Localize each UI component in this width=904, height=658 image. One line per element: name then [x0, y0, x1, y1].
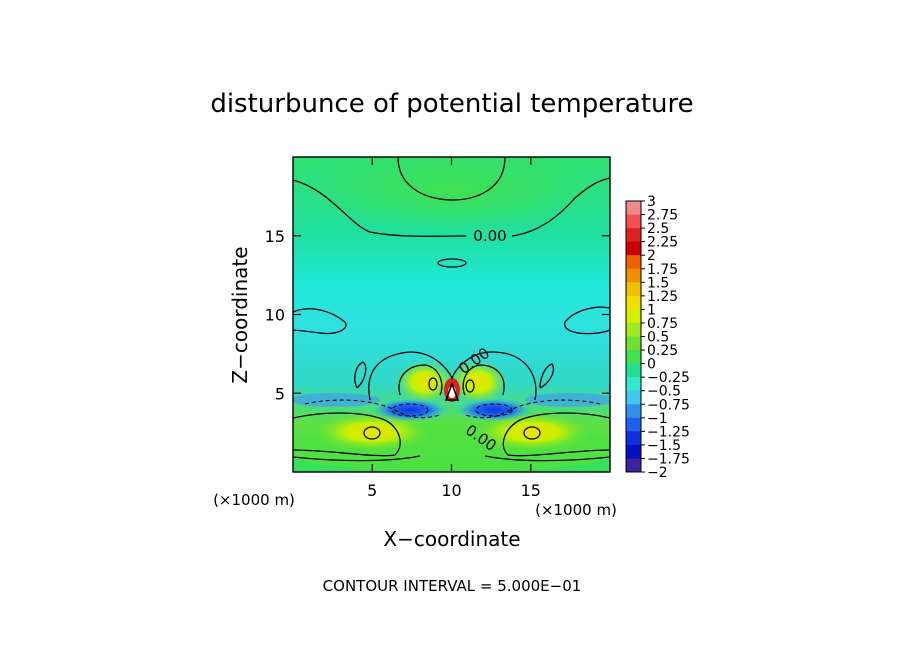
- contour-bottom-left: [293, 455, 421, 462]
- colorbar-swatch: [626, 255, 641, 270]
- contour-core-triangle: [444, 381, 460, 401]
- contour-side-right: [539, 363, 555, 389]
- colorbar-tick-label: 1.5: [647, 275, 669, 291]
- y-axis: 5 10 15: [265, 227, 610, 403]
- contour-low-left: [293, 412, 401, 457]
- x-tick-label: 15: [521, 481, 541, 500]
- y-axis-title: Z−coordinate: [228, 246, 252, 383]
- dashed-core-right: [475, 403, 513, 417]
- colorbar-swatch: [626, 201, 641, 215]
- contour-mid-inner-right: [462, 364, 505, 396]
- colorbar-swatch: [626, 241, 641, 256]
- colorbar-swatch: [626, 404, 641, 419]
- x-axis: 5 10 15: [367, 157, 541, 500]
- colorbar-swatch: [626, 228, 641, 242]
- colorbar-tick-label: −1.25: [647, 424, 690, 440]
- colorbar-tick-label: 2.25: [647, 235, 678, 251]
- colorbar-tick-label: −1: [647, 411, 668, 427]
- dashed-core-left: [391, 403, 429, 417]
- colorbar-tick-label: −2: [647, 465, 668, 481]
- cool-blob-right: [454, 398, 534, 422]
- colorbar-tick-label: −1.5: [647, 438, 681, 454]
- colorbar-swatch: [626, 322, 641, 337]
- colorbar: 32.752.52.2521.751.51.2510.750.50.250−0.…: [625, 194, 690, 481]
- colorbar-swatch: [626, 458, 641, 473]
- warm-blob-left-mid: [395, 360, 455, 404]
- colorbar-tick-label: 2.5: [647, 221, 669, 237]
- contour-low-right: [502, 412, 610, 457]
- colorbar-tick-label: 3: [647, 194, 656, 210]
- plot-area: 0.00 0.00 0.00: [293, 157, 610, 472]
- colorbar-tick-label: 1.75: [647, 262, 678, 278]
- colorbar-swatch: [626, 268, 641, 283]
- contour-lines: [293, 157, 610, 462]
- colorbar-tick-label: 1.25: [647, 289, 678, 305]
- z-unit-label: (×1000 m): [535, 501, 617, 519]
- colorbar-tick-label: 0.5: [647, 330, 669, 346]
- upper-green-region: [302, 157, 602, 232]
- colorbar-swatch: [626, 214, 641, 229]
- colorbar-swatch: [626, 363, 641, 378]
- x-tick-label: 10: [441, 481, 461, 500]
- contour-zero-upper: [293, 177, 610, 237]
- colorbar-tick-label: −0.5: [647, 384, 681, 400]
- colorbar-swatch: [626, 350, 641, 364]
- colorbar-tick-label: 2: [647, 248, 656, 264]
- warm-blob-right-mid: [448, 360, 508, 404]
- contour-low-blob-right: [523, 426, 541, 440]
- cool-band-right: [525, 393, 610, 407]
- colorbar-tick-label: 0: [647, 357, 656, 373]
- cool-blob-left: [370, 398, 450, 422]
- colorbar-tick-label: 0.75: [647, 316, 678, 332]
- contour-warm-right: [465, 379, 475, 393]
- contour-label-1: 0.00: [473, 227, 506, 245]
- contour-side-left: [354, 361, 367, 389]
- colorbar-swatch: [626, 390, 641, 405]
- colorbar-swatch: [626, 336, 641, 351]
- contour-interval-note: CONTOUR INTERVAL = 5.000E−01: [323, 577, 582, 595]
- contour-low-blob-left: [363, 426, 381, 440]
- y-tick-label: 5: [275, 384, 285, 403]
- negative-contours: [304, 399, 601, 419]
- contour-mid-outer: [368, 351, 537, 401]
- contour-bottom-right: [484, 455, 610, 462]
- dashed-left: [304, 399, 441, 419]
- colorbar-tick-label: 0.25: [647, 343, 678, 359]
- colorbar-tick-label: −0.25: [647, 370, 690, 386]
- contour-warm-left: [428, 377, 438, 391]
- contour-mid-inner-left: [398, 364, 443, 396]
- colorbar-tick-label: −1.75: [647, 451, 690, 467]
- contour-right-lobe: [564, 306, 610, 335]
- colorbar-tick-label: 1: [647, 302, 656, 318]
- colorbar-swatch: [626, 431, 641, 446]
- warm-blob-right-low: [472, 412, 592, 452]
- colorbar-tick-label: 2.75: [647, 208, 678, 224]
- x-tick-label: 5: [367, 481, 377, 500]
- x-unit-label: (×1000 m): [213, 491, 295, 509]
- y-tick-label: 10: [265, 306, 285, 325]
- colorbar-tick-label: −0.75: [647, 397, 690, 413]
- contour-small-ring: [437, 258, 467, 268]
- colorbar-swatch: [626, 417, 641, 432]
- warm-blob-left-low: [312, 412, 432, 452]
- colorbar-swatch: [626, 444, 641, 459]
- contour-top-dome: [397, 157, 506, 201]
- colorbar-swatch: [626, 309, 641, 324]
- dashed-right: [464, 399, 601, 419]
- x-axis-title: X−coordinate: [383, 527, 520, 551]
- contour-left-lobe: [293, 308, 347, 335]
- y-tick-label: 15: [265, 227, 285, 246]
- colorbar-swatch: [626, 377, 641, 391]
- chart-title: disturbunce of potential temperature: [210, 89, 693, 119]
- colorbar-swatch: [626, 295, 641, 310]
- colorbar-swatch: [626, 282, 641, 297]
